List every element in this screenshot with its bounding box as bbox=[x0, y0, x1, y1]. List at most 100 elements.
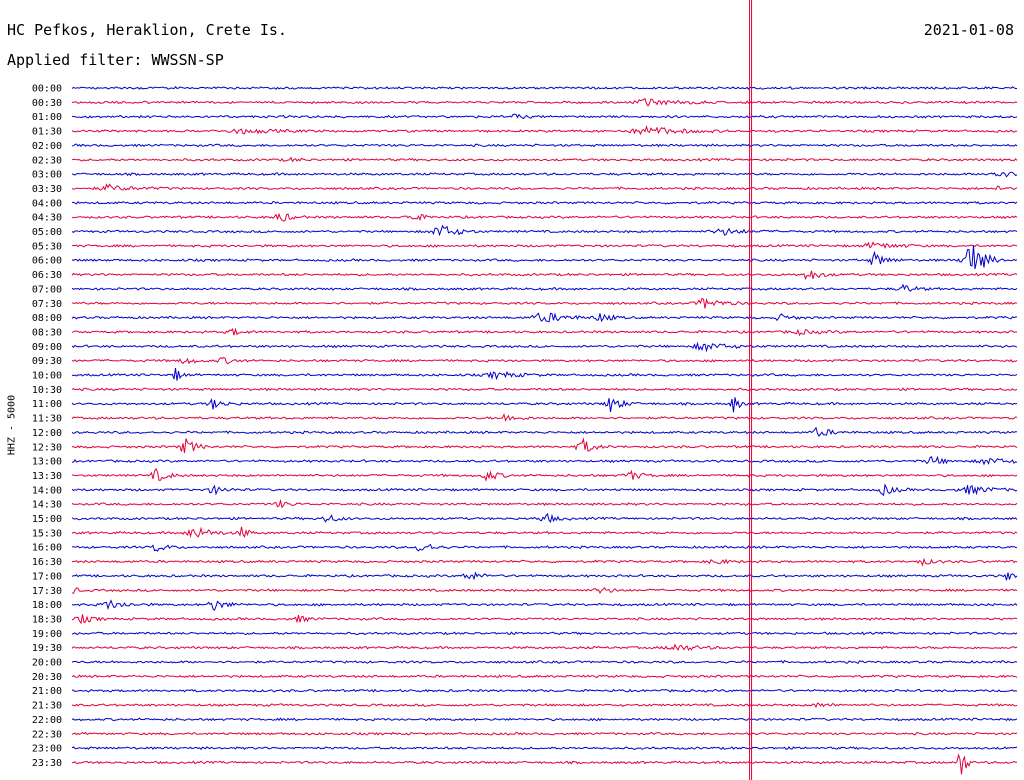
trace-row bbox=[71, 156, 1018, 163]
row-time-label: 21:30 bbox=[32, 701, 62, 712]
row-time-label: 19:30 bbox=[32, 643, 62, 654]
trace-row bbox=[71, 327, 1018, 337]
row-time-label: 18:30 bbox=[32, 614, 62, 625]
trace-row bbox=[71, 731, 1018, 736]
trace-row bbox=[72, 688, 1018, 693]
row-time-label: 19:00 bbox=[32, 629, 62, 640]
row-time-label: 15:30 bbox=[32, 528, 62, 539]
trace-row bbox=[71, 498, 1018, 509]
trace-row bbox=[71, 571, 1018, 581]
row-time-label: 05:30 bbox=[32, 241, 62, 252]
trace-row bbox=[71, 631, 1018, 636]
row-time-label: 17:30 bbox=[32, 586, 62, 597]
trace-row bbox=[71, 224, 1018, 237]
row-time-label: 17:00 bbox=[32, 571, 62, 582]
row-time-label: 04:30 bbox=[32, 213, 62, 224]
row-time-label: 21:00 bbox=[32, 686, 62, 697]
row-time-label: 22:30 bbox=[32, 729, 62, 740]
trace-row bbox=[71, 455, 1018, 466]
trace-row bbox=[71, 143, 1018, 148]
row-time-label: 07:00 bbox=[32, 284, 62, 295]
row-time-label: 11:30 bbox=[32, 414, 62, 425]
trace-row bbox=[71, 526, 1018, 539]
row-time-label: 04:00 bbox=[32, 198, 62, 209]
row-time-label: 08:30 bbox=[32, 327, 62, 338]
trace-row bbox=[71, 412, 1018, 422]
trace-row bbox=[71, 512, 1018, 523]
trace-row bbox=[71, 245, 1018, 270]
row-time-label: 03:00 bbox=[32, 170, 62, 181]
row-time-label: 10:30 bbox=[32, 385, 62, 396]
trace-row bbox=[71, 753, 1017, 775]
row-time-label: 20:00 bbox=[32, 658, 62, 669]
trace-row bbox=[71, 312, 1018, 323]
row-time-label: 16:00 bbox=[32, 543, 62, 554]
trace-row bbox=[71, 467, 1018, 482]
row-time-label: 01:00 bbox=[32, 112, 62, 123]
trace-row bbox=[71, 426, 1018, 437]
trace-row bbox=[71, 283, 1018, 292]
filter-label: Applied filter: WWSSN-SP bbox=[7, 51, 224, 69]
date-label: 2021-01-08 bbox=[923, 21, 1014, 39]
trace-row bbox=[71, 746, 1018, 751]
trace-row bbox=[71, 357, 1018, 365]
row-time-label: 23:30 bbox=[32, 758, 62, 769]
trace-row bbox=[71, 543, 1018, 552]
trace-row bbox=[71, 341, 1018, 353]
trace-row bbox=[71, 643, 1018, 652]
row-time-label: 00:00 bbox=[32, 84, 62, 95]
trace-row bbox=[71, 557, 1018, 567]
trace-row bbox=[71, 125, 1018, 136]
row-time-label: 01:30 bbox=[32, 127, 62, 138]
trace-row bbox=[71, 397, 1018, 413]
row-time-label: 11:00 bbox=[32, 399, 62, 410]
row-time-label: 23:00 bbox=[32, 744, 62, 755]
trace-row bbox=[71, 241, 1018, 249]
trace-row bbox=[71, 97, 1018, 107]
row-time-label: 18:00 bbox=[32, 600, 62, 611]
row-time-label: 06:30 bbox=[32, 270, 62, 281]
row-time-label: 14:00 bbox=[32, 485, 62, 496]
row-time-label: 16:30 bbox=[32, 557, 62, 568]
trace-row bbox=[71, 599, 1018, 612]
trace-row bbox=[71, 702, 1018, 709]
row-time-label: 07:30 bbox=[32, 299, 62, 310]
row-time-label: 12:30 bbox=[32, 442, 62, 453]
row-time-label: 20:30 bbox=[32, 672, 62, 683]
row-time-label: 22:00 bbox=[32, 715, 62, 726]
trace-row bbox=[71, 270, 1018, 281]
row-time-label: 02:00 bbox=[32, 141, 62, 152]
trace-row bbox=[71, 200, 1018, 205]
row-time-label: 09:30 bbox=[32, 356, 62, 367]
trace-row bbox=[71, 183, 1018, 191]
row-time-label: 15:00 bbox=[32, 514, 62, 525]
row-time-label: 13:00 bbox=[32, 457, 62, 468]
trace-row bbox=[71, 113, 1018, 120]
trace-row bbox=[72, 587, 1018, 595]
row-time-label: 12:00 bbox=[32, 428, 62, 439]
trace-row bbox=[71, 368, 1018, 381]
station-title: HC Pefkos, Heraklion, Crete Is. bbox=[7, 21, 287, 39]
row-time-label: 03:30 bbox=[32, 184, 62, 195]
trace-row bbox=[71, 483, 1018, 497]
trace-row bbox=[71, 717, 1018, 722]
row-time-label: 10:00 bbox=[32, 371, 62, 382]
row-time-label: 06:00 bbox=[32, 256, 62, 267]
trace-row bbox=[71, 437, 1018, 454]
row-time-label: 02:30 bbox=[32, 155, 62, 166]
row-time-label: 00:30 bbox=[32, 98, 62, 109]
row-time-label: 05:00 bbox=[32, 227, 62, 238]
trace-row bbox=[71, 387, 1018, 392]
trace-row bbox=[71, 171, 1018, 178]
trace-row bbox=[71, 660, 1018, 664]
row-time-label: 09:00 bbox=[32, 342, 62, 353]
row-time-label: 13:30 bbox=[32, 471, 62, 482]
trace-row bbox=[71, 297, 1018, 309]
row-time-label: 14:30 bbox=[32, 500, 62, 511]
trace-row bbox=[71, 614, 1018, 625]
trace-row bbox=[71, 86, 1017, 90]
row-time-label: 08:00 bbox=[32, 313, 62, 324]
trace-row bbox=[71, 674, 1018, 679]
trace-row bbox=[71, 212, 1018, 222]
